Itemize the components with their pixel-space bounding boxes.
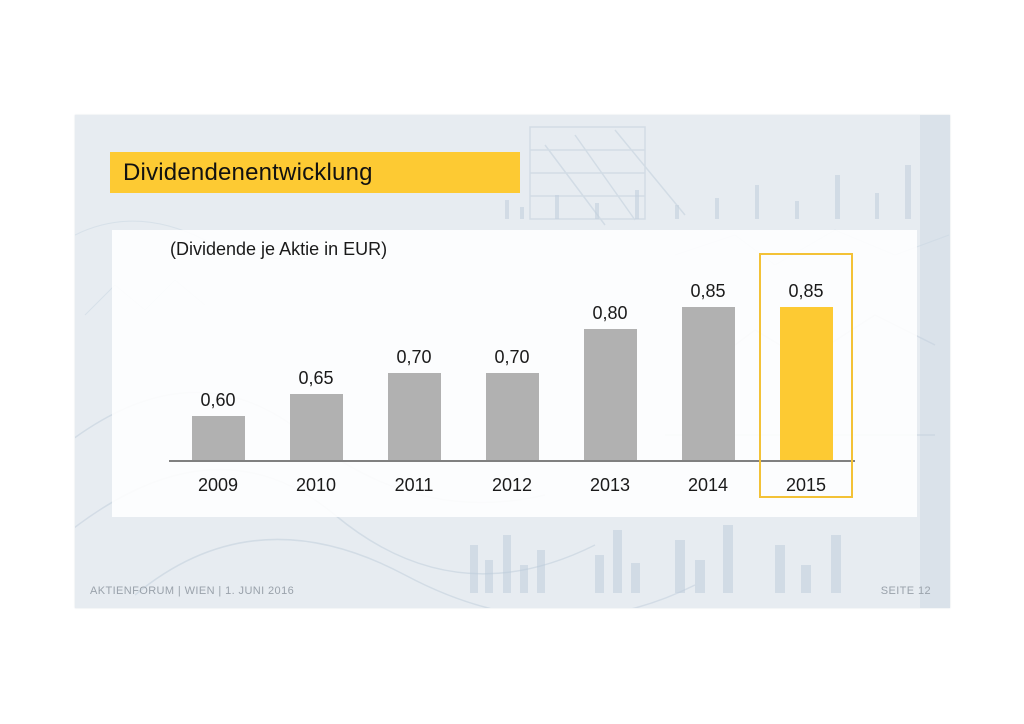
bar-value-label-2013: 0,80 [592, 303, 628, 323]
chart-column-2012: 0,70 2012 [463, 230, 561, 517]
chart-panel: (Dividende je Aktie in EUR) 0,60 2009 0,65… [112, 230, 917, 517]
category-label-2012: 2012 [491, 475, 533, 495]
bar-area-2012: 0,70 [463, 230, 561, 460]
bar-2012 [485, 373, 539, 460]
footer-date: AKTIENFORUM | WIEN | 1. JUNI 2016 [90, 585, 295, 597]
category-label-2013: 2013 [589, 475, 631, 495]
bar-area-2014: 0,85 [659, 230, 757, 460]
bar-value-label-2015: 0,85 [788, 281, 824, 301]
slide-title-bar: Dividendenentwicklung [110, 152, 520, 193]
bar-2009 [191, 416, 245, 460]
footer-page-number: SEITE 12 [880, 585, 931, 597]
bar-area-2009: 0,60 [169, 230, 267, 460]
category-label-2015: 2015 [785, 475, 827, 495]
presentation-slide: Dividendenentwicklung (Dividende je Akti… [75, 115, 950, 608]
bar-2010 [289, 394, 343, 460]
x-axis-line [169, 460, 855, 462]
bar-2011 [387, 373, 441, 460]
bar-value-label-2009: 0,60 [200, 390, 236, 410]
chart-subtitle: (Dividende je Aktie in EUR) [170, 239, 388, 259]
bar-area-2013: 0,80 [561, 230, 659, 460]
chart-column-2011: 0,70 2011 [365, 230, 463, 517]
bar-2013 [583, 329, 637, 460]
chart-column-2014: 0,85 2014 [659, 230, 757, 517]
page-title: Dividendenentwicklung [123, 158, 373, 186]
bar-value-label-2011: 0,70 [396, 347, 432, 367]
bar-area-2015: 0,85 [757, 230, 855, 460]
bar-2014 [681, 307, 735, 460]
chart-column-2009: 0,60 2009 [169, 230, 267, 517]
bar-area-2010: 0,65 [267, 230, 365, 460]
chart-column-2013: 0,80 2013 [561, 230, 659, 517]
chart-column-2015: 0,85 2015 [757, 230, 855, 517]
bar-value-label-2010: 0,65 [298, 368, 334, 388]
bar-area-2011: 0,70 [365, 230, 463, 460]
category-label-2014: 2014 [687, 475, 729, 495]
bar-value-label-2012: 0,70 [494, 347, 530, 367]
category-label-2011: 2011 [394, 475, 434, 495]
category-label-2010: 2010 [295, 475, 337, 495]
chart-column-2010: 0,65 2010 [267, 230, 365, 517]
category-label-2009: 2009 [197, 475, 239, 495]
bar-2015 [779, 307, 833, 460]
bar-value-label-2014: 0,85 [690, 281, 726, 301]
bar-chart-plot: 0,60 2009 0,65 2010 0,70 2011 0,70 2012 0,80 2013… [169, 230, 855, 517]
